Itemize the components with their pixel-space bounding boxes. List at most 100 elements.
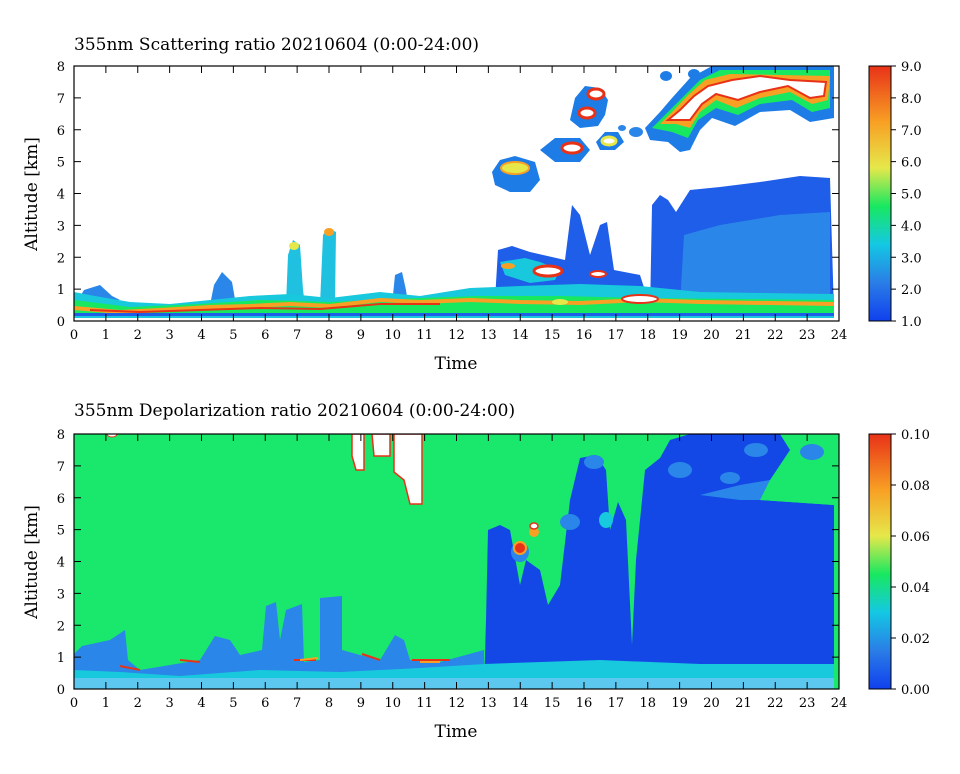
cloud-fragment — [688, 69, 700, 79]
x-tick-label: 7 — [293, 696, 301, 711]
boundary-layer-floor — [74, 678, 834, 689]
depol-spike — [513, 541, 527, 555]
depol-patch — [800, 444, 824, 460]
cloud-inner — [660, 74, 830, 128]
colorbar-tick-label: 8.0 — [901, 92, 922, 107]
no-data — [393, 434, 423, 505]
cloud-core — [586, 87, 606, 101]
x-tick-label: 17 — [608, 328, 625, 343]
low-cloud-core — [589, 270, 607, 278]
depol-patch — [720, 472, 740, 484]
depol-patch — [560, 514, 580, 530]
x-tick-label: 20 — [703, 328, 720, 343]
y-tick-label: 6 — [57, 492, 65, 507]
x-tick-label: 16 — [576, 696, 593, 711]
y-tick-label: 3 — [57, 219, 65, 234]
x-tick-label: 5 — [229, 328, 237, 343]
x-tick-label: 23 — [799, 696, 816, 711]
cloud-core — [560, 141, 584, 155]
y-tick-label: 2 — [57, 251, 65, 266]
y-tick-label: 4 — [57, 188, 65, 203]
scattering-axes: 0 1 2 3 4 5 6 7 8 9 10 11 12 13 14 15 16 17 18 19 20 21 22 23 24… — [57, 60, 848, 343]
x-tick-label: 16 — [576, 328, 593, 343]
y-tick-label: 3 — [57, 587, 65, 602]
aerosol-patch — [621, 294, 659, 304]
x-tick-label: 6 — [261, 696, 269, 711]
cloud-fragment — [629, 127, 643, 137]
x-tick-label: 0 — [70, 696, 78, 711]
x-tick-label: 13 — [480, 328, 497, 343]
depol-patch — [584, 455, 604, 469]
colorbar-tick-label: 3.0 — [901, 251, 922, 266]
colorbar-tick-label: 4.0 — [901, 219, 922, 234]
x-tick-label: 14 — [512, 696, 529, 711]
x-tick-label: 5 — [229, 696, 237, 711]
green-gap — [760, 470, 834, 505]
colorbar-tick-label: 9.0 — [901, 60, 922, 75]
scattering-colorbar-ticks: 1.0 2.0 3.0 4.0 5.0 6.0 7.0 8.0 9.0 — [891, 60, 922, 330]
x-tick-label: 8 — [325, 328, 333, 343]
scattering-xlabel: Time — [435, 354, 478, 374]
y-tick-label: 1 — [57, 651, 65, 666]
x-tick-label: 22 — [767, 328, 784, 343]
y-tick-label: 1 — [57, 283, 65, 298]
x-tick-label: 0 — [70, 328, 78, 343]
x-tick-label: 15 — [544, 696, 561, 711]
scattering-colorbar — [868, 65, 892, 322]
cloud-core — [600, 135, 618, 147]
depol-patch — [668, 462, 692, 478]
x-tick-label: 14 — [512, 328, 529, 343]
x-tick-label: 18 — [639, 696, 656, 711]
x-tick-label: 15 — [544, 328, 561, 343]
scattering-title: 355nm Scattering ratio 20210604 (0:00-24… — [74, 35, 479, 55]
x-tick-label: 1 — [102, 696, 110, 711]
depol-spike — [529, 522, 539, 530]
x-tick-label: 11 — [416, 696, 433, 711]
x-tick-label: 21 — [735, 328, 752, 343]
colorbar-tick-label: 1.0 — [901, 315, 922, 330]
y-tick-label: 7 — [57, 92, 65, 107]
x-tick-label: 10 — [384, 328, 401, 343]
low-cloud-core — [532, 264, 564, 278]
x-tick-label: 19 — [671, 696, 688, 711]
no-data — [371, 434, 391, 457]
no-data — [351, 434, 365, 471]
colorbar-tick-label: 7.0 — [901, 124, 922, 139]
aerosol-tower-core — [324, 228, 334, 236]
depol-patch — [599, 512, 613, 528]
cloud-fragment — [660, 71, 672, 81]
cloud-core — [577, 106, 597, 120]
colorbar-tick-label: 5.0 — [901, 188, 922, 203]
boundary-layer-top — [89, 303, 440, 314]
aerosol-patch — [552, 299, 568, 305]
y-tick-label: 5 — [57, 524, 65, 539]
y-tick-label: 4 — [57, 556, 65, 571]
x-tick-label: 20 — [703, 696, 720, 711]
cloud-fragment — [618, 125, 626, 131]
x-tick-label: 4 — [197, 328, 205, 343]
boundary-layer — [74, 596, 484, 689]
x-tick-label: 4 — [197, 696, 205, 711]
boundary-layer-edge — [299, 657, 440, 663]
x-tick-label: 6 — [261, 328, 269, 343]
colorbar-tick-label: 0.04 — [901, 581, 930, 596]
y-tick-label: 6 — [57, 124, 65, 139]
depolarization-colorbar-ticks: 0.00 0.02 0.04 0.06 0.08 0.10 — [891, 428, 930, 698]
y-tick-label: 0 — [57, 315, 65, 330]
x-tick-label: 9 — [357, 696, 365, 711]
colorbar-tick-label: 0.08 — [901, 479, 930, 494]
boundary-layer-top — [74, 297, 835, 315]
aerosol-tower — [286, 240, 305, 305]
colorbar-tick-label: 0.02 — [901, 632, 930, 647]
colorbar-tick-label: 6.0 — [901, 156, 922, 171]
aerosol-bump — [210, 272, 236, 305]
x-tick-label: 24 — [831, 696, 848, 711]
depolarization-colorbar — [868, 433, 892, 690]
x-tick-label: 8 — [325, 696, 333, 711]
x-tick-label: 7 — [293, 328, 301, 343]
x-tick-label: 3 — [165, 328, 173, 343]
x-tick-label: 12 — [448, 696, 465, 711]
aerosol-tower — [320, 228, 336, 305]
x-tick-label: 13 — [480, 696, 497, 711]
scattering-ylabel: Altitude [km] — [22, 137, 42, 252]
